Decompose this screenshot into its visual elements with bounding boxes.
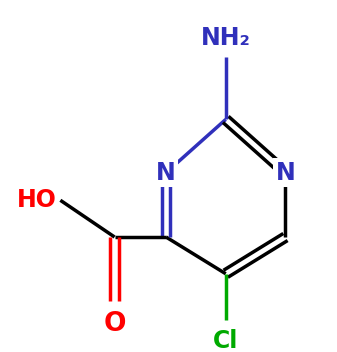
Text: HO: HO [17, 188, 57, 212]
Text: Cl: Cl [213, 329, 238, 352]
Text: NH₂: NH₂ [201, 26, 251, 50]
Text: O: O [103, 310, 126, 337]
Text: N: N [276, 161, 295, 185]
Text: N: N [156, 161, 176, 185]
